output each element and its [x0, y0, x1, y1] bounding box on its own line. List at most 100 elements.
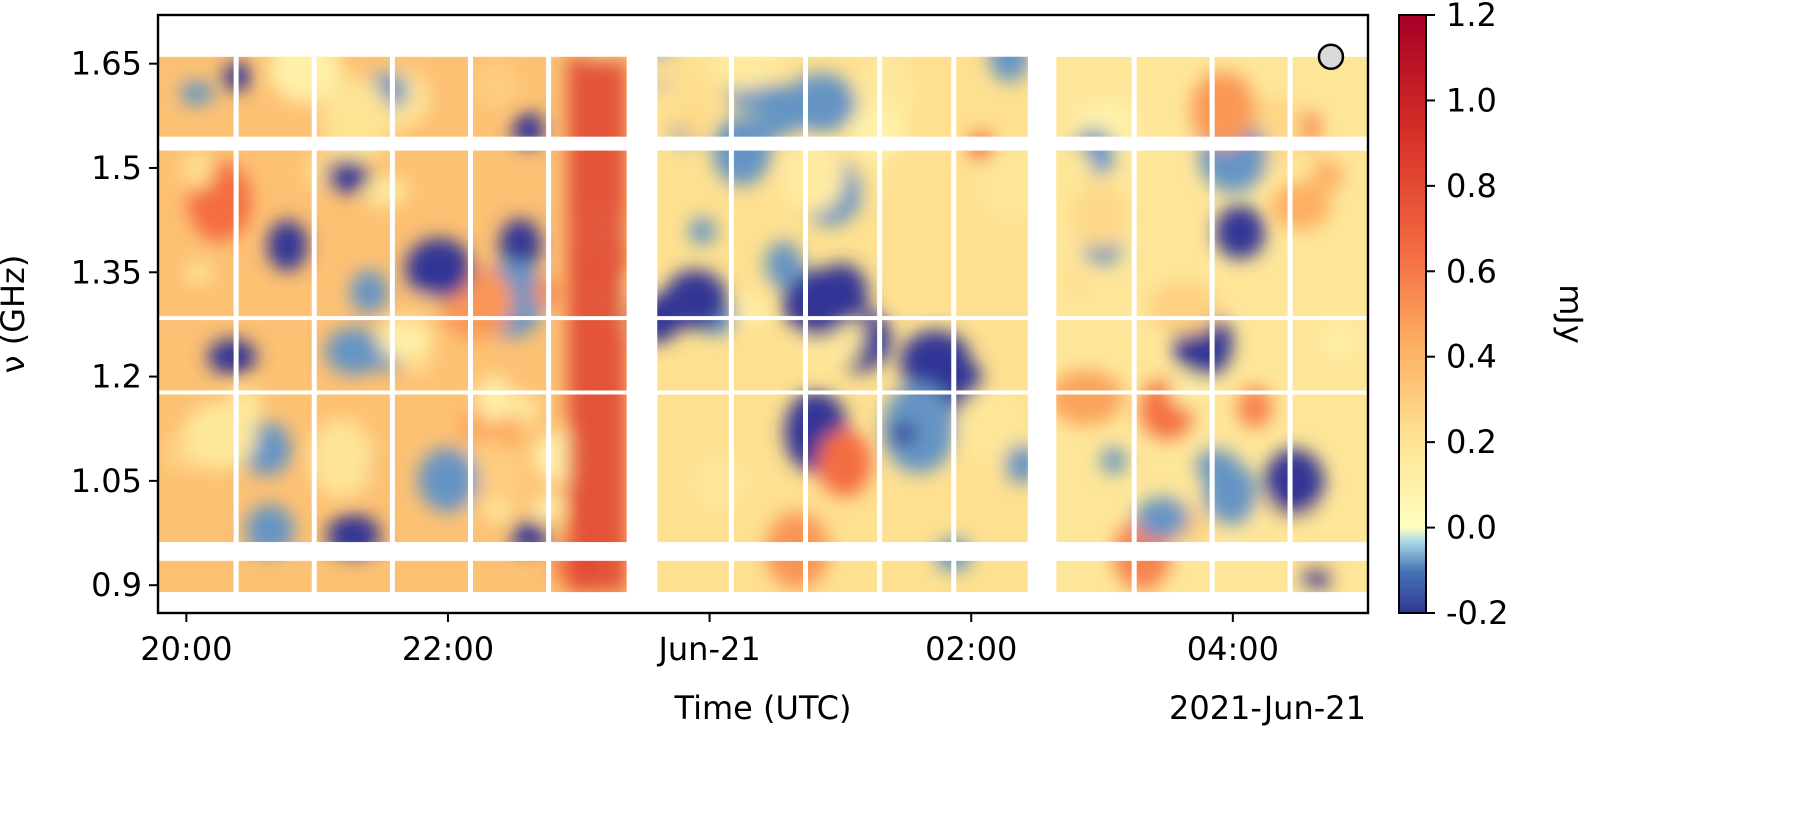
noise-blob	[1169, 371, 1207, 409]
colorbar	[1398, 14, 1427, 614]
noise-blob	[679, 114, 705, 142]
noise-blob	[510, 393, 539, 425]
frequency-gap	[158, 390, 1368, 395]
noise-blob	[350, 270, 389, 314]
noise-blob	[183, 262, 214, 284]
gap-top	[158, 15, 1368, 57]
time-gap	[626, 15, 658, 613]
noise-blob	[1299, 566, 1333, 591]
x-axis-label: Time (UTC)	[674, 689, 852, 727]
noise-blob	[1191, 71, 1256, 149]
noise-blob	[377, 317, 434, 361]
y-tick-label: 1.5	[91, 149, 142, 187]
scan-gap	[877, 56, 883, 593]
noise-blob	[958, 386, 1028, 468]
colorbar-label: mJy	[1552, 284, 1590, 344]
scan-gap	[311, 56, 317, 593]
colorbar-tick-label: 0.6	[1446, 252, 1497, 290]
noise-blob	[1214, 205, 1266, 260]
colorbar-tick-label: 0.4	[1446, 338, 1497, 376]
frequency-gap	[158, 316, 1368, 321]
y-tick-label: 1.05	[71, 462, 142, 500]
noise-blob	[499, 218, 542, 272]
scan-gap	[546, 56, 552, 593]
noise-blob	[1195, 449, 1239, 482]
y-tick-label: 1.65	[71, 45, 142, 83]
x-axis-ticks: 20:00 22:00 Jun-21 02:00 04:00	[140, 613, 1279, 668]
frequency-gap	[158, 136, 1368, 151]
noise-blob	[182, 402, 257, 470]
noise-blob	[689, 217, 716, 245]
y-tick-label: 0.9	[91, 566, 142, 604]
noise-blob	[362, 174, 408, 208]
noise-blob	[756, 84, 802, 139]
plot-area	[158, 15, 1368, 613]
x-tick-label: Jun-21	[656, 630, 760, 668]
colorbar-tick-label: 0.2	[1446, 423, 1497, 461]
x-axis-date-label: 2021-Jun-21	[1169, 689, 1366, 727]
noise-blob	[417, 447, 479, 512]
y-tick-label: 1.2	[91, 358, 142, 396]
scan-gap	[389, 56, 395, 593]
colorbar-tick-label: 1.0	[1446, 81, 1497, 119]
noise-blob	[669, 274, 714, 319]
plot-frame	[156, 13, 1370, 615]
noise-blob	[182, 149, 214, 190]
noise-blob	[325, 327, 384, 376]
noise-blob	[1062, 266, 1093, 296]
noise-blob	[891, 422, 917, 446]
y-axis-label: ν (GHz)	[0, 255, 32, 374]
noise-blob	[1071, 182, 1129, 249]
data-gaps	[158, 15, 1368, 613]
scan-gap	[1131, 56, 1137, 593]
colorbar-tick-label: 1.2	[1446, 0, 1497, 34]
gap-bottom	[158, 592, 1368, 613]
noise-blob	[882, 382, 956, 474]
noise-blob	[309, 418, 374, 499]
colorbar-tick-label: 0.8	[1446, 167, 1497, 205]
frequency-gap	[158, 542, 1368, 561]
noise-blob	[1264, 448, 1325, 518]
noise-blob	[1135, 497, 1190, 540]
noise-blob	[1321, 326, 1359, 356]
noise-blob	[207, 338, 257, 375]
noise-blob	[180, 81, 214, 106]
noise-blob	[765, 241, 803, 288]
noise-blob	[780, 140, 845, 214]
noise-blob	[1147, 281, 1221, 335]
colorbar-tick-label: -0.2	[1446, 594, 1508, 632]
noise-blob	[267, 220, 308, 272]
noise-blob	[693, 453, 748, 512]
x-tick-label: 02:00	[925, 630, 1017, 668]
noise-blob	[815, 263, 868, 325]
noise-blob	[1271, 181, 1331, 231]
noise-blob	[486, 500, 513, 524]
colorbar-tick-label: 0.0	[1446, 509, 1497, 547]
noise-blob	[1237, 386, 1272, 429]
x-tick-label: 22:00	[402, 630, 494, 668]
scan-gap	[803, 56, 809, 593]
noise-blob	[712, 115, 772, 186]
noise-blob	[817, 429, 872, 497]
time-gap	[1027, 15, 1057, 613]
noise-blob	[1101, 447, 1127, 474]
noise-blob	[1048, 370, 1124, 426]
noise-blob	[856, 54, 914, 127]
scan-gap	[728, 56, 734, 593]
scan-gap	[1209, 56, 1215, 593]
scan-gap	[233, 56, 239, 593]
noise-blob	[674, 78, 715, 130]
noise-blob	[325, 159, 370, 194]
noise-blob	[405, 237, 473, 299]
noise-blob	[474, 60, 518, 109]
marker-circle	[1317, 43, 1345, 70]
x-tick-label: 20:00	[140, 630, 232, 668]
noise-blob	[736, 295, 766, 326]
y-tick-label: 1.35	[71, 253, 142, 291]
scan-gap	[467, 56, 473, 593]
y-axis-ticks: 0.9 1.05 1.2 1.35 1.5 1.65	[71, 45, 158, 604]
noise-blob	[475, 375, 514, 423]
x-tick-label: 04:00	[1187, 630, 1279, 668]
scan-gap	[951, 56, 957, 593]
